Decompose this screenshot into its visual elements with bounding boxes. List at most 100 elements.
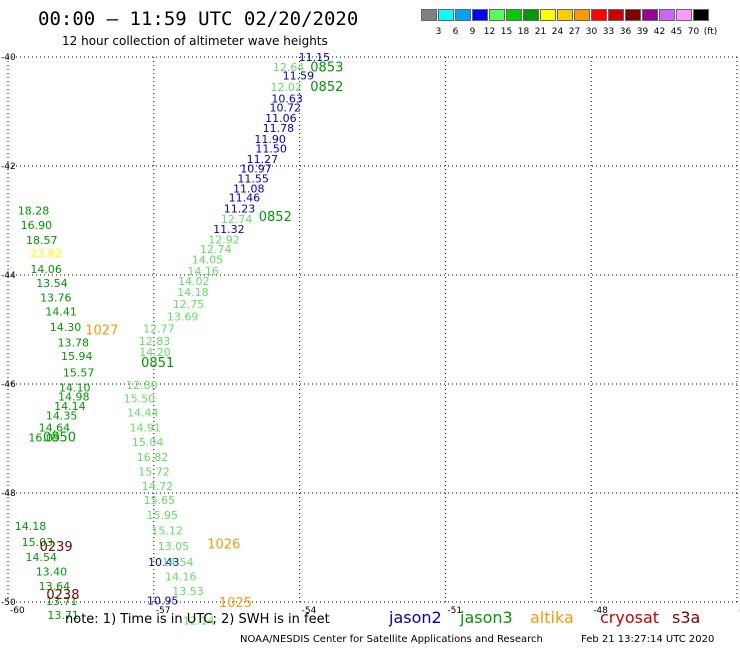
legend-swatch — [540, 9, 556, 21]
data-label-jason3: 12.74 — [221, 213, 253, 226]
data-label-jason3_west: 14.14 — [54, 400, 86, 413]
data-label-jason3: 14.02 — [178, 275, 210, 288]
legend-label: 6 — [452, 27, 459, 37]
y-tick-label: -46 — [1, 380, 16, 390]
data-label-jason3: 14.16 — [165, 570, 197, 583]
note-text: note: 1) Time is in UTC; 2) SWH is in fe… — [65, 612, 330, 627]
legend-swatch — [455, 9, 471, 21]
legend-swatch — [523, 9, 539, 21]
data-label-jason2: 11.08 — [233, 182, 265, 195]
data-label-jason3: 12.92 — [208, 234, 240, 247]
data-label-jason3_west: 14.64 — [39, 422, 70, 435]
legend-label: 42 — [653, 27, 666, 37]
time-label: 0850 — [43, 430, 76, 445]
footer-credit: NOAA/NESDIS Center for Satellite Applica… — [240, 634, 543, 645]
data-label-jason3_west: 18.57 — [26, 234, 58, 247]
legend-label: 18 — [517, 27, 530, 37]
data-label-jason3: 14.20 — [139, 346, 171, 359]
data-label-jason3: 12.02 — [270, 81, 302, 94]
time-label: 0853 — [310, 60, 343, 75]
legend-swatch — [574, 9, 590, 21]
data-label-jason3_west: 15.57 — [63, 367, 95, 380]
satellite-label-cryosat: cryosat — [600, 608, 660, 627]
data-label-jason3_west: 14.54 — [25, 551, 57, 564]
data-label-jason3_west: 13.40 — [36, 565, 67, 578]
data-label-jason3: 14.18 — [177, 286, 209, 299]
legend-swatch — [591, 9, 607, 21]
data-label-jason2: 11.27 — [247, 153, 279, 166]
legend-swatch — [438, 9, 454, 21]
x-tick-label: -60 — [10, 606, 25, 616]
data-label-jason3_west: 14.10 — [59, 381, 91, 394]
data-label-jason3_west: 13.71 — [46, 595, 78, 608]
legend-label: 15 — [500, 27, 513, 37]
y-tick-label: -42 — [1, 162, 16, 172]
footer-timestamp: Feb 21 13:27:14 UTC 2020 — [581, 634, 715, 645]
color-scale-legend: 3 6 9 12 15 18 21 24 27 30 33 36 39 42 45 70 (ft) — [421, 6, 718, 41]
data-label-jason3: 15.12 — [151, 525, 183, 538]
chart-title: 00:00 – 11:59 UTC 02/20/2020 — [38, 8, 359, 30]
legend-swatch — [489, 9, 505, 21]
data-label-jason3: 12.64 — [273, 61, 305, 74]
data-label-jason3: 15.95 — [147, 509, 179, 522]
data-label-jason2: 10.72 — [269, 102, 301, 115]
data-label-jason3: 13.05 — [158, 540, 190, 553]
data-label-jason3: 15.65 — [144, 494, 176, 507]
data-label-jason3_west: 14.18 — [15, 520, 47, 533]
legend-label: 27 — [568, 27, 581, 37]
legend-swatch — [693, 9, 709, 21]
legend-label: 12 — [483, 27, 496, 37]
legend-swatch — [608, 9, 624, 21]
x-tick-label: -54 — [302, 606, 317, 616]
legend-label: 39 — [636, 27, 649, 37]
legend-labels: 3 6 9 12 15 18 21 24 27 30 33 36 39 42 45 70 (ft) — [421, 27, 718, 41]
x-tick-label: -51 — [447, 606, 462, 616]
legend-label: 30 — [585, 27, 598, 37]
data-label-jason3_west: 13.78 — [58, 337, 90, 350]
legend-label: 45 — [670, 27, 683, 37]
data-label-jason3_west: 14.35 — [46, 410, 78, 423]
legend-label: 24 — [551, 27, 564, 37]
data-label-jason3: 12.14 — [183, 615, 215, 628]
time-label: 1025 — [219, 596, 252, 611]
data-label-jason3_west: 18.28 — [18, 205, 50, 218]
data-label-jason3_west: 16.90 — [21, 219, 53, 232]
satellite-label-altika: altika — [530, 608, 574, 627]
data-label-jason3_west: 13.54 — [36, 277, 68, 290]
data-label-jason2: 11.59 — [283, 70, 315, 83]
data-label-jason3: 14.44 — [127, 406, 159, 419]
data-label-jason3: 15.50 — [124, 393, 156, 406]
data-label-jason2: 10.63 — [271, 92, 303, 105]
x-tick-label: -48 — [593, 606, 608, 616]
data-label-jason3_west: 13.64 — [39, 580, 70, 593]
time-label: 0239 — [40, 540, 73, 555]
legend-swatch — [557, 9, 573, 21]
data-label-jason2: 10.43 — [148, 556, 180, 569]
data-label-jason3: 12.77 — [143, 322, 175, 335]
data-label-jason3: 14.91 — [130, 422, 162, 435]
y-tick-label: -40 — [1, 53, 16, 63]
time-label: 0851 — [141, 356, 174, 371]
data-label-jason2: 11.50 — [255, 143, 287, 156]
satellite-label-jason2: jason2 — [389, 608, 442, 627]
data-label-jason3_west: 15.94 — [61, 350, 93, 363]
data-label-jason2: 11.32 — [213, 223, 245, 236]
data-label-jason2: 10.97 — [240, 163, 271, 176]
data-label-jason3_west: 16.09 — [28, 431, 60, 444]
x-tick-label: -57 — [156, 606, 171, 616]
time-label: 0852 — [310, 80, 343, 95]
data-label-jason3: 14.72 — [142, 480, 174, 493]
data-label-jason3_west: 14.06 — [30, 263, 62, 276]
data-label-jason3_west: 13.76 — [40, 291, 72, 304]
time-label: 0852 — [259, 210, 292, 225]
time-label: 0238 — [46, 588, 79, 603]
legend-label: 21 — [534, 27, 547, 37]
data-label-jason2: 11.06 — [265, 112, 297, 125]
legend-label: 70 — [687, 27, 700, 37]
time-label: 1026 — [207, 538, 240, 553]
data-label-jason3: 12.80 — [126, 379, 157, 392]
data-label-jason3: 15.04 — [132, 436, 164, 449]
data-label-jason2: 11.78 — [263, 122, 295, 135]
